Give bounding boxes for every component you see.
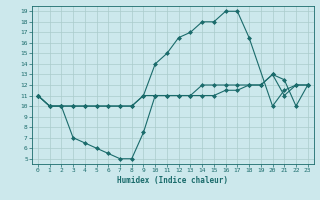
X-axis label: Humidex (Indice chaleur): Humidex (Indice chaleur): [117, 176, 228, 185]
